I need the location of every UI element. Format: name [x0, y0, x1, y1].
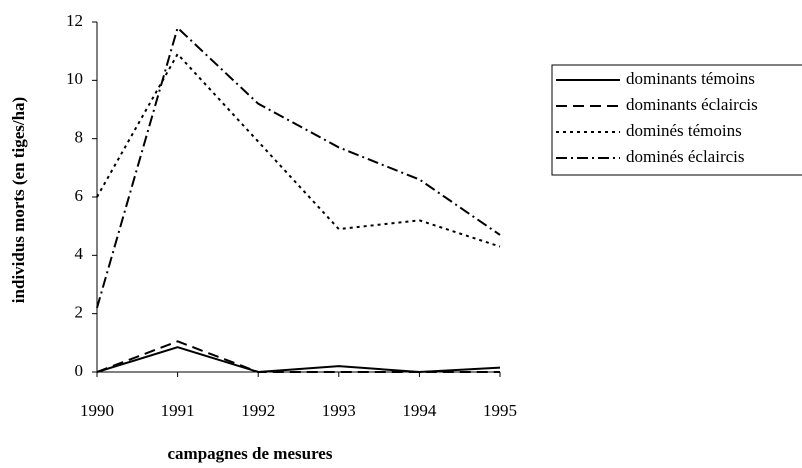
y-tick-label: 4 — [75, 244, 84, 263]
y-tick-label: 2 — [75, 303, 84, 322]
series-line — [96, 340, 500, 373]
legend-box — [551, 64, 802, 176]
series-line — [96, 25, 501, 309]
x-tick-label: 1993 — [322, 401, 356, 420]
y-tick-label: 12 — [66, 11, 83, 30]
y-tick-label: 8 — [75, 128, 84, 147]
series-line — [96, 52, 501, 248]
y-tick-label: 6 — [75, 186, 84, 205]
x-tick-label: 1990 — [80, 401, 114, 420]
legend-label: dominés témoins — [626, 121, 742, 140]
legend-label: dominés éclaircis — [626, 147, 745, 166]
x-axis-title: campagnes de mesures — [168, 444, 333, 463]
x-tick-label: 1991 — [161, 401, 195, 420]
x-tick-label: 1994 — [402, 401, 437, 420]
y-tick-label: 10 — [66, 69, 83, 88]
series-line — [96, 346, 501, 374]
legend-label: dominants éclaircis — [626, 95, 758, 114]
y-axis-title: individus morts (en tiges/ha) — [9, 97, 28, 303]
y-tick-label: 0 — [75, 361, 84, 380]
x-tick-label: 1995 — [483, 401, 517, 420]
legend-label: dominants témoins — [626, 69, 755, 88]
x-tick-label: 1992 — [241, 401, 275, 420]
